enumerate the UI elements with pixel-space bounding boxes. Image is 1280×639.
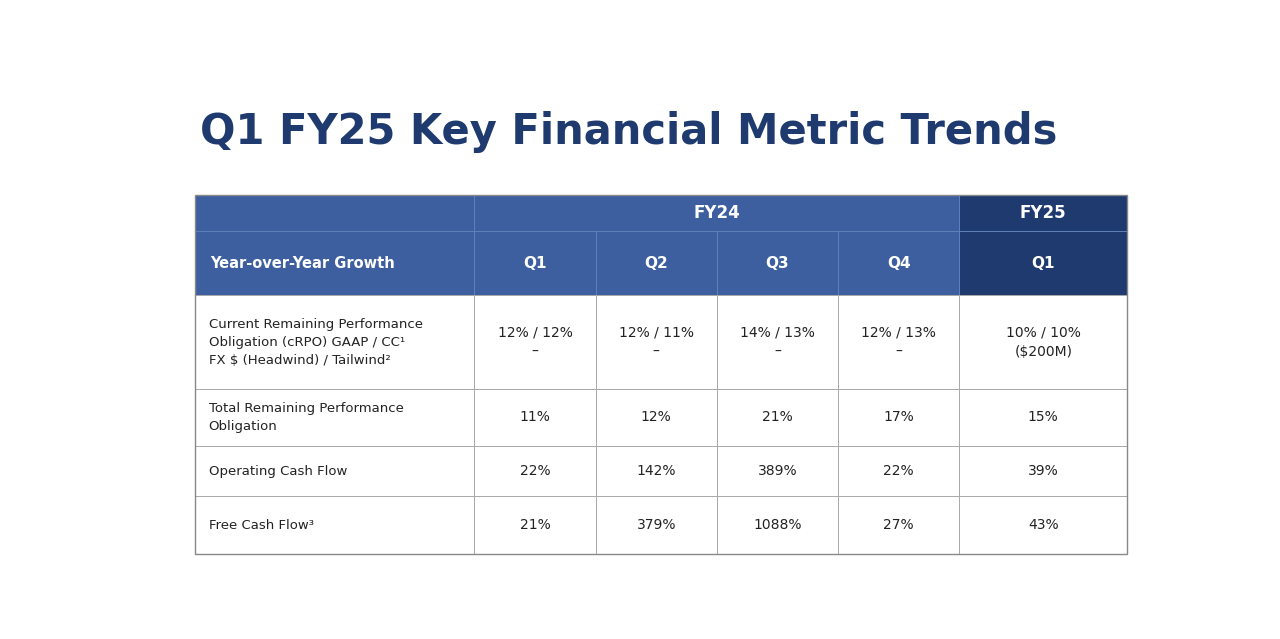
Text: Q2: Q2 [644, 256, 668, 270]
Text: 389%: 389% [758, 465, 797, 479]
Text: 17%: 17% [883, 410, 914, 424]
Text: Q1: Q1 [524, 256, 547, 270]
Text: FY24: FY24 [694, 204, 740, 222]
Text: 12%: 12% [641, 410, 672, 424]
Text: Year-over-Year Growth: Year-over-Year Growth [211, 256, 396, 270]
Text: Q4: Q4 [887, 256, 910, 270]
Text: 12% / 13%
–: 12% / 13% – [861, 325, 936, 358]
Text: Q3: Q3 [765, 256, 790, 270]
Text: Current Remaining Performance
Obligation (cRPO) GAAP / CC¹
FX $ (Headwind) / Tai: Current Remaining Performance Obligation… [209, 318, 422, 367]
Text: Operating Cash Flow: Operating Cash Flow [209, 465, 347, 478]
Text: 379%: 379% [636, 518, 676, 532]
Text: 15%: 15% [1028, 410, 1059, 424]
Text: 43%: 43% [1028, 518, 1059, 532]
Text: 10% / 10%
($200M): 10% / 10% ($200M) [1006, 325, 1080, 358]
Bar [475, 195, 959, 231]
Text: 11%: 11% [520, 410, 550, 424]
Text: 22%: 22% [883, 465, 914, 479]
Text: 21%: 21% [520, 518, 550, 532]
Text: Q1 FY25 Key Financial Metric Trends: Q1 FY25 Key Financial Metric Trends [200, 111, 1057, 153]
Text: FY25: FY25 [1020, 204, 1066, 222]
Text: 1088%: 1088% [753, 518, 801, 532]
Text: 12% / 12%
–: 12% / 12% – [498, 325, 572, 358]
Text: 14% / 13%
–: 14% / 13% – [740, 325, 815, 358]
Text: Free Cash Flow³: Free Cash Flow³ [209, 519, 314, 532]
Text: Total Remaining Performance
Obligation: Total Remaining Performance Obligation [209, 402, 403, 433]
Text: 39%: 39% [1028, 465, 1059, 479]
Text: 27%: 27% [883, 518, 914, 532]
Text: 142%: 142% [636, 465, 676, 479]
Bar [959, 195, 1128, 231]
Text: 22%: 22% [520, 465, 550, 479]
Text: 21%: 21% [762, 410, 792, 424]
Text: 12% / 11%
–: 12% / 11% – [618, 325, 694, 358]
Bar [195, 195, 475, 231]
Text: Q1: Q1 [1032, 256, 1055, 270]
